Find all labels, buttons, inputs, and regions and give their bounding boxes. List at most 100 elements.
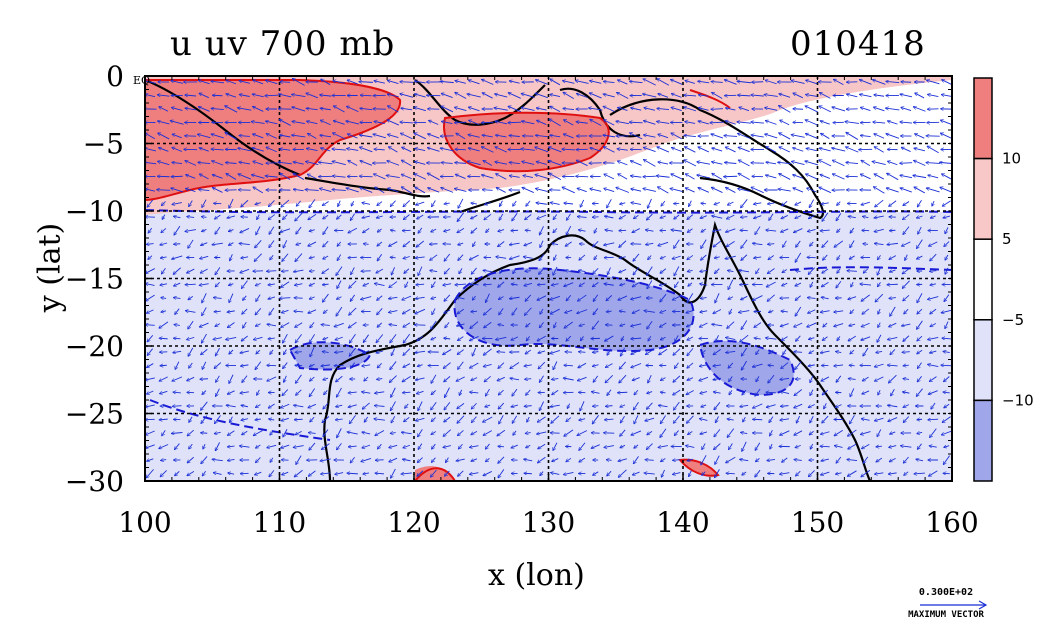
wind-vector bbox=[874, 228, 884, 231]
strong-negative-u-shading bbox=[290, 342, 370, 370]
wind-vector bbox=[495, 121, 508, 125]
wind-vector bbox=[374, 121, 385, 125]
wind-vector bbox=[198, 80, 210, 85]
wind-vector bbox=[455, 189, 467, 192]
wind-vector bbox=[806, 148, 817, 152]
wind-vector bbox=[670, 188, 683, 192]
wind-vector bbox=[509, 162, 520, 163]
wind-vector bbox=[671, 107, 682, 111]
wind-vector bbox=[738, 95, 751, 96]
wind-vector bbox=[903, 365, 909, 366]
wind-vector bbox=[375, 187, 385, 194]
wind-vector bbox=[307, 121, 318, 125]
wind-vector bbox=[810, 241, 814, 246]
wind-vector bbox=[874, 216, 884, 218]
wind-vector bbox=[281, 199, 290, 207]
wind-vector bbox=[738, 173, 750, 180]
wind-vector bbox=[473, 241, 476, 247]
wind-vector bbox=[174, 216, 181, 217]
wind-vector bbox=[618, 161, 628, 166]
wind-vector bbox=[362, 203, 371, 205]
wind-vector bbox=[793, 148, 804, 152]
wind-vector bbox=[308, 214, 317, 219]
wind-vector bbox=[332, 149, 346, 150]
wind-vector bbox=[820, 121, 830, 125]
wind-vector bbox=[860, 174, 871, 180]
wind-vector bbox=[158, 95, 170, 96]
wind-vector bbox=[751, 95, 764, 96]
wind-vector bbox=[308, 134, 317, 139]
wind-vector bbox=[469, 120, 480, 126]
wind-vector bbox=[564, 203, 574, 204]
wind-vector bbox=[172, 162, 183, 163]
wind-vector bbox=[455, 81, 466, 84]
wind-vector bbox=[553, 228, 558, 232]
wind-vector bbox=[794, 228, 803, 233]
wind-vector bbox=[307, 148, 318, 151]
wind-vector bbox=[253, 80, 264, 85]
wind-vector bbox=[429, 120, 439, 125]
wind-vector bbox=[643, 189, 656, 192]
wind-vector bbox=[306, 93, 318, 99]
wind-vector bbox=[471, 227, 478, 233]
wind-vector bbox=[201, 242, 208, 246]
wind-vector bbox=[348, 160, 358, 166]
wind-vector bbox=[684, 107, 697, 112]
wind-vector bbox=[269, 200, 275, 206]
wind-vector bbox=[886, 81, 900, 82]
wind-vector bbox=[887, 173, 899, 181]
wind-vector bbox=[658, 94, 669, 98]
wind-vector bbox=[251, 122, 265, 124]
wind-vector bbox=[526, 200, 531, 206]
wind-vector bbox=[619, 240, 627, 248]
wind-vector bbox=[171, 81, 183, 84]
wind-vector bbox=[917, 216, 923, 218]
wind-vector bbox=[779, 147, 790, 153]
wind-vector bbox=[689, 200, 692, 207]
wind-vector bbox=[332, 190, 346, 191]
wind-vector bbox=[388, 106, 399, 113]
wind-vector bbox=[712, 162, 723, 165]
plot-title-date: 010418 bbox=[790, 24, 926, 64]
wind-vector bbox=[849, 255, 855, 259]
wind-vector bbox=[162, 201, 166, 205]
wind-vector bbox=[296, 226, 302, 234]
wind-vector bbox=[377, 241, 383, 246]
wind-vector bbox=[227, 216, 236, 218]
wind-vector bbox=[173, 406, 182, 407]
y-tick-label: −20 bbox=[65, 330, 124, 363]
wind-vector bbox=[306, 161, 319, 165]
wind-vector bbox=[579, 352, 586, 353]
wind-vector bbox=[890, 230, 896, 231]
wind-vector bbox=[347, 149, 359, 151]
wind-vector bbox=[239, 95, 250, 97]
wind-vector bbox=[619, 257, 626, 259]
wind-vector bbox=[158, 133, 170, 140]
wind-vector bbox=[185, 229, 196, 232]
wind-vector bbox=[724, 80, 737, 85]
wind-vector bbox=[347, 106, 359, 113]
wind-vector bbox=[819, 148, 831, 152]
wind-vector bbox=[549, 173, 562, 181]
wind-vector bbox=[807, 188, 817, 193]
y-tick-label: −5 bbox=[83, 128, 124, 161]
wind-vector bbox=[629, 122, 643, 123]
wind-vector bbox=[145, 189, 155, 192]
wind-vector bbox=[428, 188, 440, 193]
wind-vector bbox=[575, 81, 589, 84]
wind-vector bbox=[333, 133, 346, 140]
wind-vector bbox=[741, 217, 748, 218]
wind-vector bbox=[917, 255, 923, 259]
wind-vector bbox=[374, 81, 385, 84]
wind-vector bbox=[753, 243, 763, 244]
wind-vector bbox=[238, 174, 251, 180]
wind-vector bbox=[726, 187, 736, 193]
wind-vector bbox=[537, 120, 547, 125]
wind-vector bbox=[333, 81, 346, 84]
wind-vector bbox=[161, 228, 167, 232]
wind-vector bbox=[283, 214, 288, 220]
wind-vector bbox=[768, 244, 775, 245]
wind-vector bbox=[917, 239, 923, 249]
wind-vector bbox=[403, 257, 410, 259]
wind-vector bbox=[509, 81, 520, 84]
